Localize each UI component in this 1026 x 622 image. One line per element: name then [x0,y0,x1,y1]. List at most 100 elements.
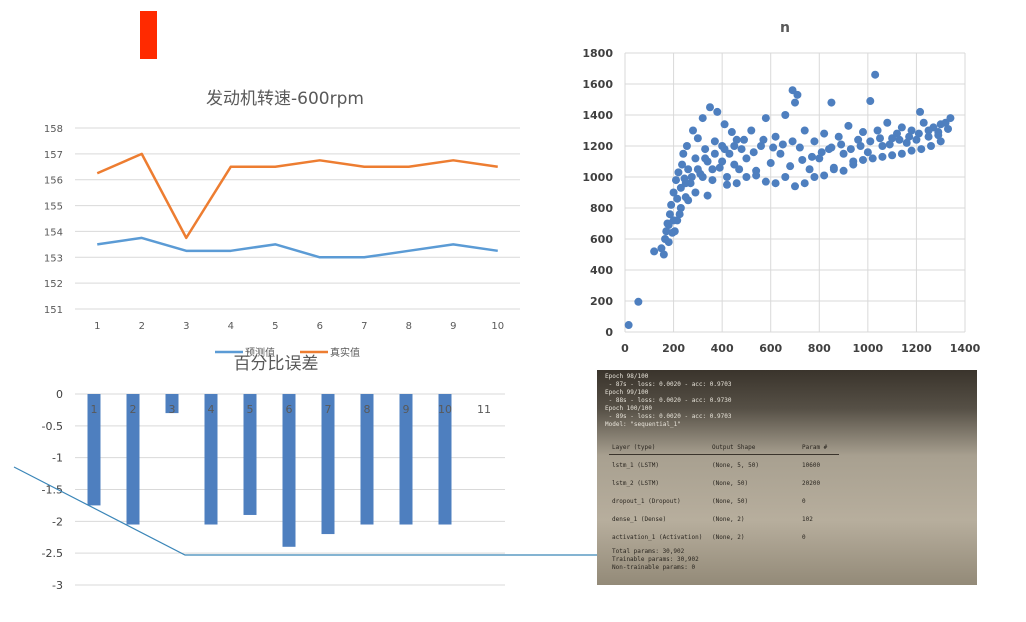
scatter-point [676,204,685,212]
scatter-point [810,137,819,146]
scatter-point [737,145,746,154]
scatter-point [771,132,780,141]
scatter-point [798,155,807,164]
percent-category-label: 8 [364,403,371,416]
percent-y-tick-label: 0 [56,388,63,401]
scatter-point [691,154,700,163]
scatter-point [876,134,884,143]
scatter-point [788,137,797,146]
scatter-point [761,114,770,123]
percent-y-tick-label: -1.5 [42,484,63,497]
rpm-series-line-1 [96,152,498,240]
red-accent-bar [140,11,157,59]
scatter-y-tick-label: 800 [590,202,613,215]
photo-table-cell: 102 [802,516,813,523]
scatter-y-tick-label: 1800 [582,47,613,60]
photo-total-line: Trainable params: 30,902 [612,556,699,563]
scatter-point [917,145,926,154]
scatter-point [735,165,744,174]
scatter-y-tick-label: 1200 [582,140,613,153]
photo-console-line: - 88s - loss: 0.0020 - acc: 0.9730 [605,397,732,404]
percent-category-label: 2 [130,403,137,416]
photo-table-cell: (None, 2) [712,516,745,523]
percent-y-tick-label: -0.5 [42,420,63,433]
rpm-y-tick-label: 152 [44,279,63,290]
photo-table-cell: dropout_1 (Dropout) [612,498,681,505]
scatter-point [878,152,887,161]
scatter-x-tick-label: 1000 [853,342,884,355]
scatter-point [820,129,829,138]
scatter-point [907,146,916,155]
rpm-x-tick-label: 8 [406,321,412,332]
scatter-point [912,135,921,144]
scatter-point [664,238,673,247]
photo-table-cell: activation_1 (Activation) [612,534,703,541]
percent-y-tick-label: -3 [52,579,63,592]
percent-category-label: 9 [403,403,410,416]
scatter-point [815,154,824,163]
percent-chart-title: 百分比误差 [234,354,319,374]
percent-category-label: 10 [438,403,452,416]
scatter-point [944,124,952,133]
scatter-y-tick-label: 1400 [582,109,613,122]
photo-table-cell: (None, 5, 50) [712,462,759,469]
scatter-point [681,179,690,188]
scatter-point [673,216,682,225]
rpm-x-tick-label: 9 [450,321,456,332]
scatter-point [866,97,875,106]
scatter-point [669,188,678,197]
scatter-x-tick-label: 0 [621,342,629,355]
scatter-point [771,179,780,188]
scatter-point [791,98,799,107]
percent-category-label: 1 [91,403,98,416]
scatter-point [885,140,894,149]
scatter-y-tick-label: 1600 [582,78,613,91]
scatter-point [718,157,727,166]
scatter-point [759,135,768,144]
scatter-point [732,179,741,188]
photo-console-line: - 87s - loss: 0.0020 - acc: 0.9703 [605,381,732,388]
scatter-point [895,135,904,144]
scatter-point [893,129,901,138]
scatter-point [846,145,855,154]
percent-category-label: 7 [325,403,332,416]
photo-table-header: Output Shape [712,444,756,451]
scatter-point [905,132,914,141]
scatter-point [808,152,816,161]
training-output-photo: Epoch 98/100 - 87s - loss: 0.0020 - acc:… [597,370,977,585]
scatter-point [934,131,943,140]
percent-category-label: 11 [477,403,491,416]
scatter-point [868,154,877,163]
scatter-point [866,137,875,146]
photo-console-line: - 89s - loss: 0.0020 - acc: 0.9703 [605,413,732,420]
scatter-point [720,120,729,129]
percent-y-tick-label: -2 [52,515,63,528]
scatter-point [682,142,691,150]
scatter-point [924,126,933,135]
scatter-point [844,121,853,130]
scatter-point [919,118,928,127]
scatter-point [710,149,719,158]
scatter-point [786,162,795,171]
scatter-x-tick-label: 1400 [950,342,981,355]
photo-table-cell: (None, 50) [712,480,749,487]
scatter-point [703,191,712,200]
scatter-point [883,118,892,127]
scatter-point [766,159,775,168]
scatter-y-tick-label: 1000 [582,171,613,184]
scatter-point [897,123,906,132]
photo-console-line: Epoch 98/100 [605,373,649,380]
scatter-point [713,107,722,116]
scatter-point [827,98,836,107]
scatter-x-tick-label: 600 [759,342,782,355]
scatter-point [781,173,790,181]
scatter-point [684,165,693,174]
scatter-point [710,137,719,146]
scatter-point [810,173,819,181]
rpm-chart-title: 发动机转速-600rpm [206,89,364,109]
photo-console-line: Epoch 99/100 [605,389,649,396]
scatter-x-tick-label: 1200 [901,342,932,355]
percent-y-tick-label: -2.5 [42,547,63,560]
rpm-y-tick-label: 154 [44,227,63,238]
scatter-point [698,173,707,181]
